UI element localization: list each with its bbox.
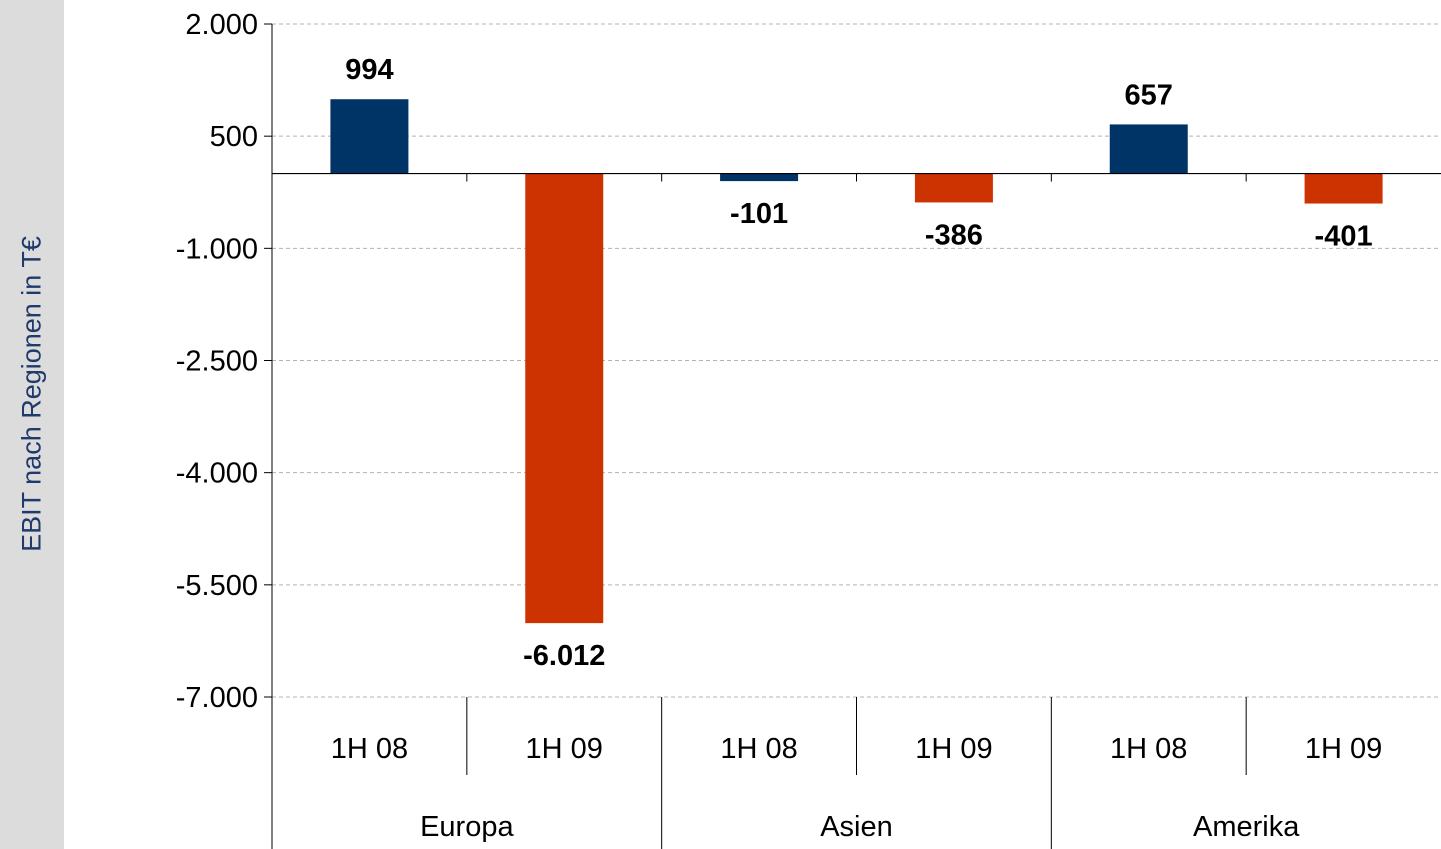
labels: 2.000 500 -1.000 -2.500 -4.000 -5.500 -7.000 99… — [176, 9, 1383, 843]
x-category-label: 1H 09 — [1305, 733, 1382, 765]
x-category-label: 1H 08 — [720, 733, 797, 765]
y-tick-label: 500 — [210, 121, 258, 153]
bar — [1304, 173, 1383, 204]
data-label: -101 — [730, 198, 788, 230]
bar — [330, 99, 409, 174]
y-tick-label: -2.500 — [176, 346, 258, 378]
y-tick-label: 2.000 — [185, 9, 258, 41]
ylabel-band — [0, 0, 64, 849]
x-group-label: Europa — [420, 811, 514, 843]
bar — [720, 173, 799, 182]
gridlines — [272, 23, 1441, 698]
data-label: -6.012 — [523, 640, 605, 672]
bar — [525, 173, 604, 624]
data-label: -401 — [1315, 221, 1373, 253]
bar — [1109, 124, 1188, 174]
y-tick-label: -4.000 — [176, 458, 258, 490]
x-category-label: 1H 08 — [1110, 733, 1187, 765]
x-category-label: 1H 08 — [331, 733, 408, 765]
axes — [264, 23, 1441, 849]
y-tick-label: -7.000 — [176, 682, 258, 714]
data-label: 994 — [345, 54, 393, 86]
x-category-label: 1H 09 — [915, 733, 992, 765]
y-tick-label: -5.500 — [176, 570, 258, 602]
data-label: 657 — [1125, 79, 1173, 111]
bars — [330, 99, 1383, 624]
x-group-label: Asien — [820, 811, 893, 843]
bar — [914, 173, 993, 203]
x-category-label: 1H 09 — [526, 733, 603, 765]
x-group-label: Amerika — [1193, 811, 1300, 843]
data-label: -386 — [925, 219, 983, 251]
y-tick-label: -1.000 — [176, 233, 258, 265]
